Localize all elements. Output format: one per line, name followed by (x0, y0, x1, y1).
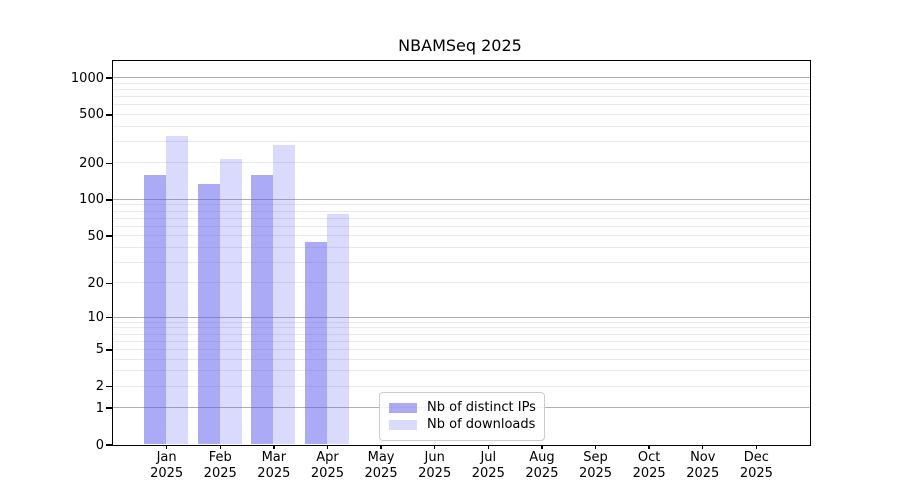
legend-label-downloads: Nb of downloads (427, 417, 536, 432)
plot-area (111, 59, 811, 446)
y-tick-mark (106, 77, 112, 79)
minor-gridline (112, 210, 810, 212)
legend-entry-distinct-ips: Nb of distinct IPs (389, 400, 536, 415)
x-tick-label: Feb 2025 (203, 450, 237, 481)
major-gridline (112, 198, 810, 200)
legend: Nb of distinct IPs Nb of downloads (379, 392, 545, 441)
y-tick-label: 0 (95, 437, 104, 453)
y-tick-mark (106, 407, 112, 409)
minor-gridline (112, 204, 810, 206)
minor-gridline (112, 217, 810, 219)
x-tick-mark (380, 444, 382, 449)
minor-gridline (112, 321, 810, 323)
y-tick-mark (106, 349, 112, 351)
x-tick-mark (433, 444, 436, 449)
y-tick-mark (106, 199, 112, 201)
x-tick-mark (326, 444, 329, 449)
legend-swatch-distinct-ips (389, 402, 417, 413)
x-tick-label: Jul 2025 (471, 450, 505, 481)
legend-entry-downloads: Nb of downloads (389, 417, 535, 432)
y-tick-label: 2 (95, 379, 104, 395)
major-gridline (112, 316, 810, 318)
x-tick-mark (594, 444, 597, 449)
bar-downloads (326, 213, 349, 445)
minor-gridline (112, 104, 810, 106)
bar-distinct-ips (304, 242, 327, 445)
y-tick-label: 5 (95, 342, 104, 358)
minor-gridline (112, 358, 810, 360)
x-tick-mark (273, 444, 275, 449)
y-tick-label: 100 (79, 192, 104, 208)
y-tick-label: 1000 (70, 70, 104, 86)
y-tick-mark (106, 444, 112, 446)
minor-gridline (112, 246, 810, 248)
minor-gridline (112, 282, 810, 284)
y-tick-mark (106, 385, 112, 388)
x-tick-mark (702, 444, 704, 449)
minor-gridline (112, 96, 810, 97)
bar-downloads (166, 135, 189, 445)
minor-gridline (112, 348, 810, 350)
x-tick-label: Dec 2025 (739, 450, 773, 481)
bar-distinct-ips (251, 174, 274, 445)
y-tick-mark (106, 282, 112, 284)
x-tick-label: Jan 2025 (150, 450, 184, 481)
minor-gridline (112, 261, 810, 263)
y-tick-label: 1 (95, 400, 104, 416)
minor-gridline (112, 82, 810, 84)
minor-gridline (112, 385, 810, 387)
chart-title: NBAMSeq 2025 (398, 36, 522, 55)
y-tick-mark (106, 235, 112, 237)
legend-swatch-downloads (389, 419, 417, 430)
minor-gridline (112, 333, 810, 335)
x-tick-label: Mar 2025 (257, 450, 291, 481)
legend-label-distinct-ips: Nb of distinct IPs (427, 400, 536, 415)
x-tick-label: Aug 2025 (525, 450, 559, 481)
y-tick-label: 10 (87, 310, 104, 326)
minor-gridline (112, 235, 810, 237)
major-gridline (112, 77, 810, 79)
x-tick-label: May 2025 (364, 450, 398, 481)
x-tick-label: Sep 2025 (578, 450, 613, 481)
x-tick-mark (648, 444, 650, 449)
y-tick-label: 200 (79, 155, 104, 171)
minor-gridline (112, 340, 810, 342)
bar-downloads (219, 159, 242, 445)
x-tick-mark (541, 444, 543, 449)
y-tick-label: 50 (87, 228, 104, 244)
x-tick-mark (487, 444, 489, 449)
x-tick-label: Jun 2025 (418, 450, 452, 481)
y-tick-label: 500 (79, 107, 104, 123)
bar-downloads (273, 145, 296, 445)
y-tick-mark (106, 316, 112, 319)
minor-gridline (112, 162, 810, 164)
y-tick-mark (106, 162, 112, 165)
x-tick-mark (755, 444, 758, 449)
x-tick-label: Apr 2025 (310, 450, 344, 481)
x-tick-mark (219, 444, 221, 449)
minor-gridline (112, 113, 810, 115)
x-tick-label: Nov 2025 (686, 450, 720, 481)
bar-distinct-ips (144, 174, 167, 445)
minor-gridline (112, 327, 810, 329)
bar-distinct-ips (197, 183, 220, 445)
y-tick-mark (106, 114, 112, 116)
minor-gridline (112, 370, 810, 372)
x-tick-label: Oct 2025 (632, 450, 666, 481)
minor-gridline (112, 225, 810, 227)
y-tick-label: 20 (87, 275, 104, 291)
x-tick-mark (165, 444, 168, 449)
minor-gridline (112, 125, 810, 127)
minor-gridline (112, 140, 810, 142)
minor-gridline (112, 88, 810, 90)
